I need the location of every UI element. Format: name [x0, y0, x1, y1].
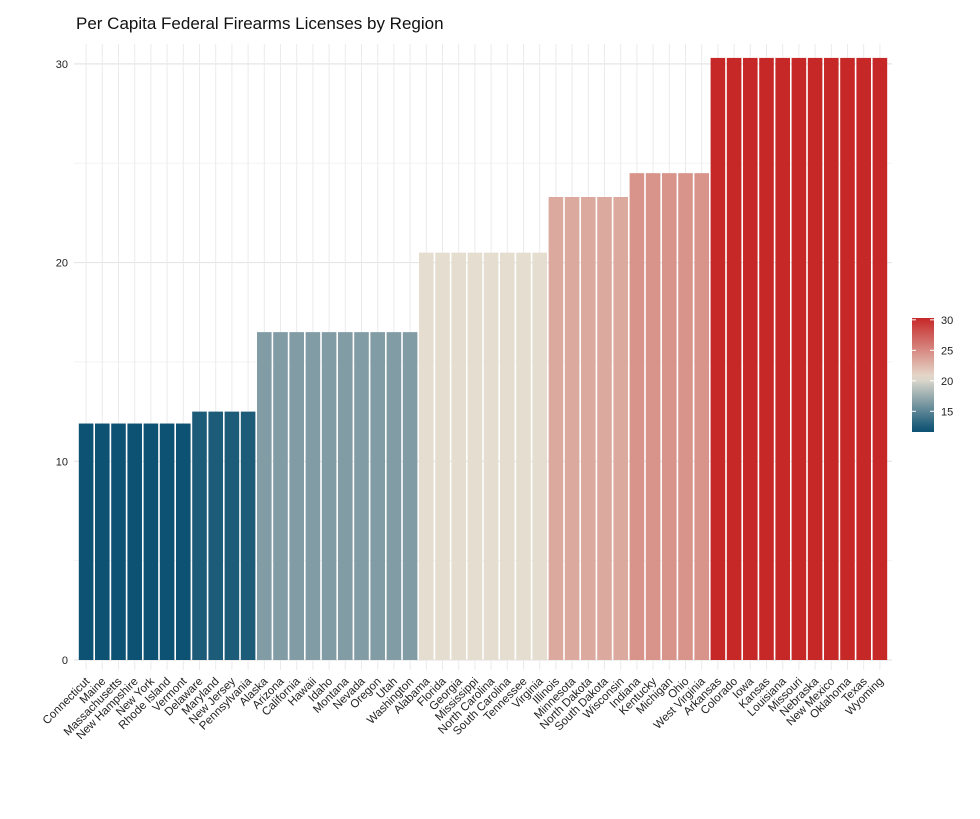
bar: [516, 252, 531, 661]
bar: [386, 332, 402, 660]
bar: [305, 332, 321, 660]
bar: [791, 57, 807, 661]
bar: [257, 332, 272, 660]
bar: [111, 423, 126, 660]
bar: [597, 197, 612, 660]
legend-tick-label: 15: [941, 406, 953, 418]
bar: [208, 411, 223, 660]
bar: [759, 57, 774, 661]
bar: [143, 423, 159, 660]
legend-colorbar: [912, 318, 934, 432]
legend-tick-label: 25: [941, 345, 953, 357]
y-tick-label: 20: [56, 258, 68, 270]
bar: [224, 411, 240, 660]
bar: [467, 252, 483, 661]
bar: [743, 57, 758, 661]
bar: [613, 197, 628, 660]
bar: [581, 197, 596, 660]
bar: [840, 57, 855, 661]
bar: [629, 173, 645, 660]
bar: [273, 332, 288, 660]
bar: [500, 252, 515, 661]
legend-tick-label: 20: [941, 376, 953, 388]
bar: [419, 252, 434, 661]
bar: [710, 57, 726, 661]
bar: [370, 332, 385, 660]
bar: [775, 57, 790, 661]
bar: [176, 423, 191, 660]
bar: [662, 173, 677, 660]
bar: [726, 57, 742, 661]
y-tick-label: 30: [56, 59, 68, 71]
bar: [807, 57, 823, 661]
bar: [159, 423, 175, 660]
bar: [451, 252, 466, 661]
bar: [435, 252, 450, 661]
bar: [532, 252, 547, 661]
legend-tick-label: 30: [941, 315, 953, 327]
chart-title: Per Capita Federal Firearms Licenses by …: [76, 14, 444, 33]
bar: [483, 252, 499, 661]
bar: [192, 411, 207, 660]
bar: [678, 173, 693, 660]
bar: [127, 423, 142, 660]
bar: [548, 197, 564, 660]
bar: [694, 173, 709, 660]
bar: [289, 332, 304, 660]
bar: [95, 423, 110, 660]
bar: [645, 173, 661, 660]
bar: [872, 57, 888, 661]
y-tick-label: 10: [56, 456, 68, 468]
bar: [338, 332, 353, 660]
bar: [240, 411, 256, 660]
bar: [78, 423, 94, 660]
y-tick-label: 0: [62, 655, 68, 667]
bar: [824, 57, 839, 661]
bar: [354, 332, 369, 660]
bar: [856, 57, 871, 661]
bar: [402, 332, 418, 660]
bar: [321, 332, 337, 660]
bar: [564, 197, 580, 660]
